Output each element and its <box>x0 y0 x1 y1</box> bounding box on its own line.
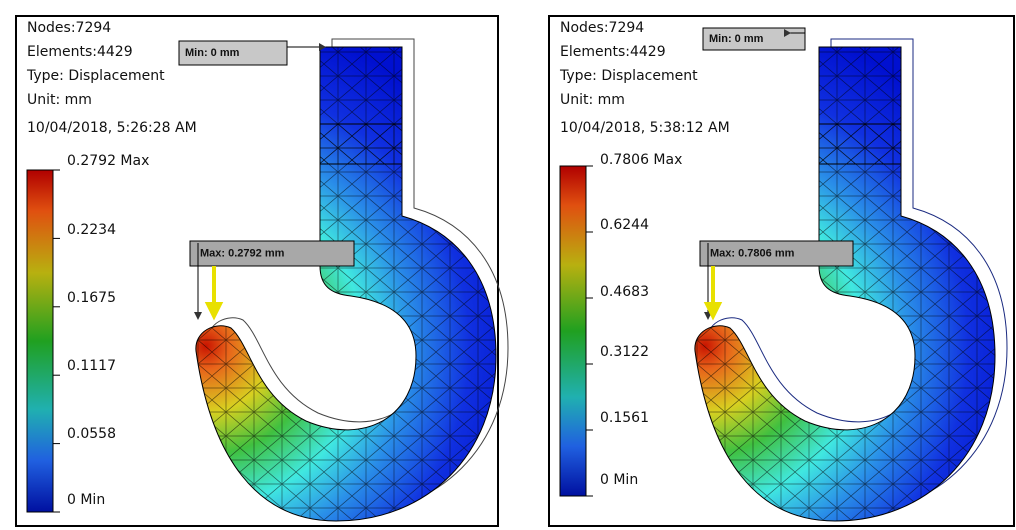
max-callout: Max: 0.7806 mm <box>710 247 795 259</box>
legend-label: 0.1561 <box>600 410 649 426</box>
result-panel: Nodes:7294 Elements:4429 Type: Displacemen… <box>549 16 1014 526</box>
legend-label: 0.6244 <box>600 217 649 233</box>
info-unit: Unit: mm <box>27 92 92 108</box>
min-callout: Min: 0 mm <box>709 33 764 45</box>
info-unit: Unit: mm <box>560 92 625 108</box>
info-elements: Elements:4429 <box>560 44 666 60</box>
neck-band <box>819 124 901 164</box>
legend-label: 0.1675 <box>67 290 116 306</box>
neck-band <box>320 124 402 164</box>
info-type: Type: Displacement <box>26 68 165 84</box>
fea-results: Nodes:7294 Elements:4429 Type: Displacemen… <box>0 0 1016 530</box>
info-nodes: Nodes:7294 <box>27 20 111 36</box>
result-panel: Nodes:7294 Elements:4429 Type: Displacemen… <box>16 16 508 526</box>
info-timestamp: 10/04/2018, 5:26:28 AM <box>27 120 197 136</box>
legend-label: 0.1117 <box>67 358 116 374</box>
info-timestamp: 10/04/2018, 5:38:12 AM <box>560 120 730 136</box>
min-callout: Min: 0 mm <box>185 47 240 59</box>
legend-label: 0.0558 <box>67 426 116 442</box>
legend-bar <box>27 170 53 512</box>
legend-label: 0.7806 Max <box>600 152 682 168</box>
legend-label: 0.4683 <box>600 284 649 300</box>
info-type: Type: Displacement <box>559 68 698 84</box>
info-elements: Elements:4429 <box>27 44 133 60</box>
legend-label: 0.2234 <box>67 222 116 238</box>
legend-label: 0.2792 Max <box>67 153 149 169</box>
legend-label: 0.3122 <box>600 344 649 360</box>
legend-bar <box>560 166 586 496</box>
legend-label: 0 Min <box>67 492 105 508</box>
info-nodes: Nodes:7294 <box>560 20 644 36</box>
max-callout: Max: 0.2792 mm <box>200 247 285 259</box>
legend-label: 0 Min <box>600 472 638 488</box>
